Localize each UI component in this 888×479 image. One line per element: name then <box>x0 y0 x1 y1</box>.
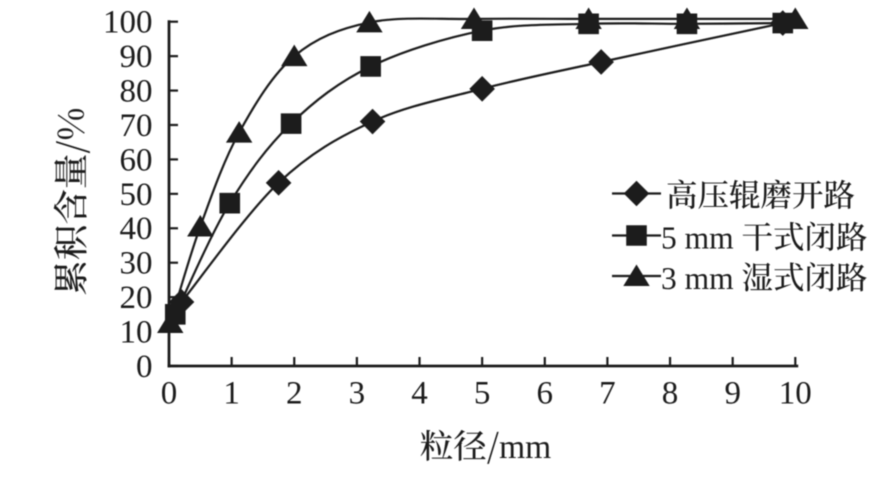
x-axis-title: mm <box>420 429 551 466</box>
cjk-glyph <box>836 262 867 292</box>
cjk-glyph <box>742 222 772 251</box>
cjk-glyph <box>420 429 453 461</box>
y-tick-label: 90 <box>120 39 153 75</box>
y-tick-label: 80 <box>120 74 153 110</box>
data-marker-square <box>471 20 493 41</box>
cjk-glyph <box>53 262 87 295</box>
legend-label-diamond <box>667 179 855 209</box>
data-marker-square <box>676 13 698 35</box>
legend-marker-diamond <box>623 180 650 207</box>
cjk-glyph <box>454 429 486 461</box>
x-tick-label: 3 <box>349 376 366 412</box>
y-tick-label: 30 <box>120 246 153 282</box>
x-tick-label: 0 <box>161 376 178 412</box>
cjk-glyph <box>487 431 499 464</box>
cjk-glyph <box>742 262 773 292</box>
x-tick-label: 9 <box>724 376 741 412</box>
cjk-glyph <box>774 262 804 292</box>
data-marker-triangle <box>356 10 383 33</box>
x-tick-label: 4 <box>411 376 428 412</box>
y-tick-label: 50 <box>120 177 153 213</box>
y-tick-label: 20 <box>120 280 153 316</box>
legend-marker-square <box>626 225 647 246</box>
data-marker-diamond <box>168 289 195 315</box>
y-tick-label: 0 <box>136 349 153 385</box>
legend: 5 mm 3 mm <box>612 179 867 296</box>
data-marker-square <box>360 56 381 77</box>
cjk-glyph <box>698 180 728 209</box>
cjk-glyph <box>793 180 823 209</box>
label-latin-text: 3 mm <box>661 261 734 296</box>
legend-label-square: 5 mm <box>661 220 867 255</box>
series-curve-diamond <box>180 22 784 303</box>
cjk-glyph <box>836 221 867 251</box>
x-tick-labels: 0 1 2 3 4 5 6 7 8 9 10 <box>161 376 812 412</box>
series-diamond <box>168 10 796 315</box>
x-tick-label: 7 <box>599 376 616 412</box>
cjk-glyph <box>729 179 760 209</box>
cjk-glyph <box>667 179 697 209</box>
cjk-glyph <box>54 155 86 188</box>
cjk-glyph <box>56 140 90 154</box>
data-marker-diamond <box>359 108 386 135</box>
legend-item-diamond <box>612 179 855 209</box>
cjk-glyph <box>807 262 835 292</box>
series-group <box>157 7 809 333</box>
x-tick-label: 5 <box>474 376 491 412</box>
x-tick-label: 8 <box>662 376 679 412</box>
data-marker-diamond <box>265 170 292 196</box>
x-tick-label: 10 <box>779 376 812 412</box>
y-axis-title-text <box>53 108 90 295</box>
data-marker-square <box>219 192 241 214</box>
cjk-glyph <box>807 221 835 251</box>
legend-item-square: 5 mm <box>612 220 867 255</box>
y-tick-label: 70 <box>120 108 153 144</box>
x-axis-title-text: mm <box>420 429 551 466</box>
cjk-glyph <box>824 179 855 209</box>
data-marker-diamond <box>588 49 614 75</box>
cjk-glyph <box>53 190 87 224</box>
data-marker-square <box>578 13 599 35</box>
y-tick-label: 60 <box>120 142 153 178</box>
legend-marker-triangle <box>623 264 650 286</box>
legend-label-triangle: 3 mm <box>661 261 867 296</box>
cjk-glyph <box>761 179 791 209</box>
y-axis-title <box>53 108 90 295</box>
data-marker-diamond <box>769 10 796 36</box>
cjk-glyph <box>53 226 87 260</box>
y-tick-label: 40 <box>120 211 153 247</box>
y-tick-label: 100 <box>103 5 153 41</box>
cjk-glyph <box>57 108 85 140</box>
cjk-glyph <box>774 221 804 251</box>
axis-ticks <box>167 20 797 368</box>
x-tick-label: 6 <box>537 376 554 412</box>
data-marker-triangle <box>225 121 253 143</box>
data-marker-square <box>280 113 302 134</box>
legend-item-triangle: 3 mm <box>612 261 867 296</box>
data-marker-triangle <box>187 215 214 237</box>
x-tick-label: 2 <box>286 376 303 412</box>
data-marker-triangle <box>281 44 308 67</box>
data-marker-diamond <box>469 76 495 102</box>
y-tick-label: 10 <box>120 315 153 351</box>
x-tick-label: 1 <box>223 376 240 412</box>
label-latin-text: mm <box>499 429 551 466</box>
label-latin-text: 5 mm <box>661 220 734 255</box>
